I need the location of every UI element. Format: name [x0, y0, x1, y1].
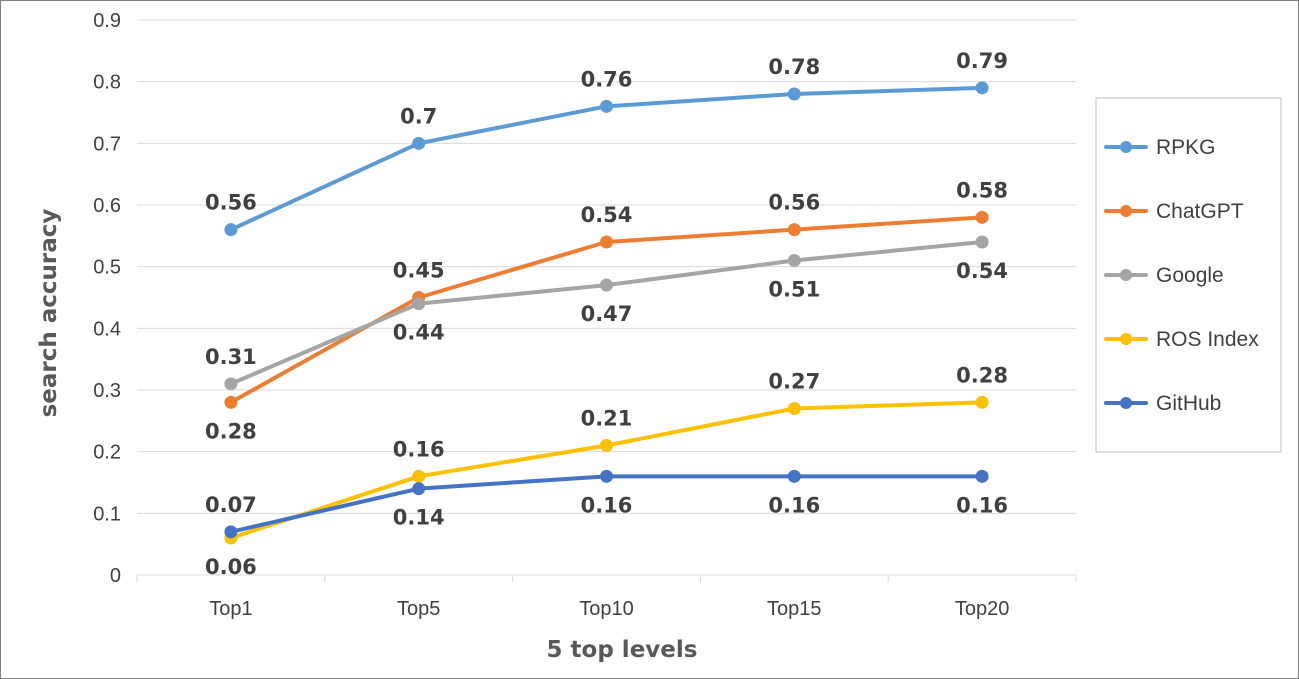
legend-swatch-marker	[1120, 397, 1132, 409]
data-point	[412, 136, 426, 150]
data-label: 0.44	[393, 321, 445, 345]
data-label: 0.79	[956, 49, 1008, 73]
data-labels: 0.56 0.7 0.76 0.78 0.79 0.28 0.45 0.54 0.56 0.58 0…	[205, 49, 1008, 579]
legend-swatch-marker	[1120, 141, 1132, 153]
x-tick-label: Top1	[209, 598, 252, 620]
data-point	[600, 469, 613, 483]
legend: RPKG ChatGPT Google ROS Index GitHub	[1095, 97, 1282, 453]
data-point	[975, 81, 989, 95]
data-label: 0.16	[393, 437, 445, 461]
data-point	[787, 87, 801, 101]
data-point	[787, 469, 801, 483]
data-point	[975, 469, 989, 483]
data-label: 0.45	[393, 259, 445, 283]
x-tick-label: Top20	[955, 598, 1010, 620]
data-label: 0.07	[205, 493, 257, 517]
data-point	[787, 223, 801, 237]
data-label: 0.06	[205, 555, 257, 579]
y-axis-ticks: 0 0.1 0.2 0.3 0.4 0.5 0.6 0.7 0.8 0.9	[93, 10, 121, 587]
data-label: 0.16	[768, 493, 820, 517]
y-tick-label: 0.6	[93, 195, 121, 217]
x-axis-ticks: Top1 Top5 Top10 Top15 Top20	[136, 575, 1077, 620]
y-tick-label: 0.3	[93, 380, 121, 402]
y-tick-label: 0.1	[93, 503, 121, 525]
gridlines	[137, 19, 1076, 576]
data-label: 0.51	[768, 278, 820, 302]
data-point	[975, 235, 989, 249]
y-tick-label: 0.5	[93, 257, 121, 279]
series-group	[224, 81, 989, 545]
data-label: 0.56	[768, 191, 820, 215]
data-label: 0.54	[956, 259, 1008, 283]
legend-label: Google	[1156, 264, 1224, 287]
data-label: 0.27	[768, 370, 820, 394]
data-point	[224, 395, 238, 409]
data-point	[975, 210, 989, 224]
y-axis-title: search accuracy	[36, 209, 62, 418]
data-label: 0.56	[205, 191, 257, 215]
data-label: 0.14	[393, 506, 445, 530]
legend-swatch-marker	[1120, 333, 1132, 345]
legend-label: ChatGPT	[1156, 200, 1244, 223]
data-point	[224, 525, 238, 539]
data-point	[412, 482, 426, 496]
data-label: 0.58	[956, 178, 1008, 202]
data-point	[412, 469, 426, 483]
data-point	[787, 402, 801, 415]
legend-swatch-marker	[1120, 269, 1132, 281]
legend-label: GitHub	[1156, 392, 1221, 415]
x-tick-label: Top5	[397, 598, 440, 620]
y-tick-label: 0.2	[93, 442, 121, 464]
y-tick-label: 0.9	[93, 10, 121, 32]
data-point	[224, 223, 238, 237]
x-axis-title: 5 top levels	[547, 637, 698, 663]
x-tick-label: Top15	[767, 598, 822, 620]
data-point	[975, 395, 989, 409]
x-tick-label: Top10	[579, 598, 634, 620]
data-label: 0.16	[956, 493, 1008, 517]
legend-label: RPKG	[1156, 136, 1216, 159]
y-tick-label: 0.7	[93, 133, 121, 155]
y-tick-label: 0	[110, 565, 121, 587]
data-point	[224, 377, 238, 391]
data-point	[787, 254, 801, 267]
data-label: 0.54	[581, 203, 633, 227]
data-point	[600, 235, 613, 249]
data-point	[412, 297, 426, 311]
data-label: 0.76	[581, 67, 633, 91]
data-label: 0.47	[581, 302, 633, 326]
legend-label: ROS Index	[1156, 328, 1259, 351]
data-label: 0.16	[581, 493, 633, 517]
data-label: 0.28	[956, 363, 1008, 387]
data-point	[600, 99, 613, 113]
data-label: 0.28	[205, 419, 257, 443]
data-label: 0.21	[581, 407, 633, 431]
y-tick-label: 0.4	[93, 318, 121, 340]
y-tick-label: 0.8	[93, 72, 121, 94]
data-label: 0.31	[205, 345, 257, 369]
data-point	[600, 439, 613, 452]
data-label: 0.7	[400, 104, 437, 128]
data-label: 0.78	[768, 55, 820, 79]
legend-swatch-marker	[1120, 205, 1132, 217]
data-point	[600, 278, 613, 292]
